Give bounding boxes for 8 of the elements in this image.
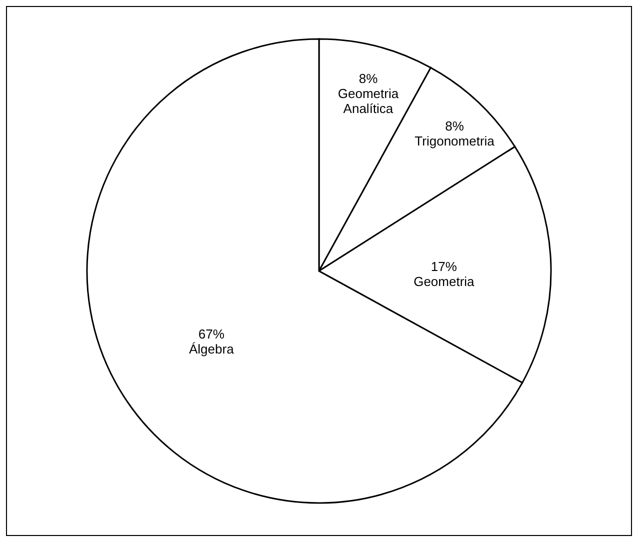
data-label: 8% — [358, 71, 378, 86]
slice-label: Geometria — [414, 274, 476, 290]
slice-label: Geometria Analítica — [338, 86, 400, 116]
slice-label: Trigonometria — [414, 134, 496, 149]
slice-label: Álgebra — [189, 342, 235, 357]
data-label: 8% — [445, 118, 464, 134]
data-label: 17% — [430, 259, 458, 274]
data-label: 67% — [198, 326, 225, 342]
